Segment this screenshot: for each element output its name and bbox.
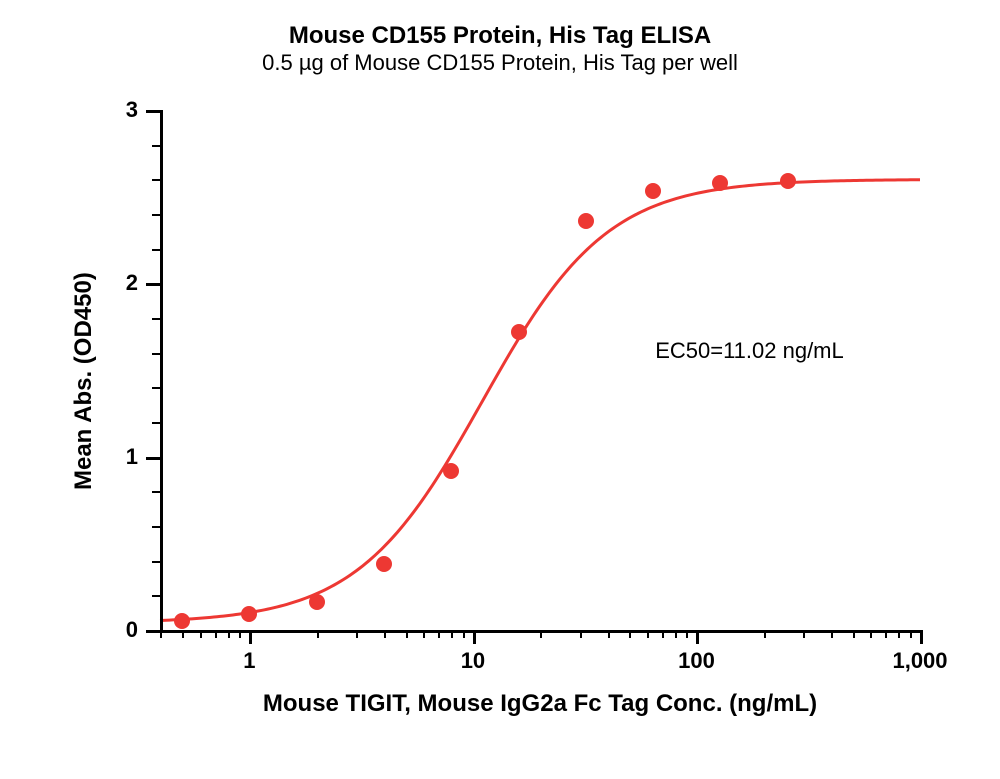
- x-tick-major: [249, 630, 252, 644]
- x-tick-minor: [831, 630, 833, 638]
- x-tick-minor: [764, 630, 766, 638]
- x-tick-minor: [853, 630, 855, 638]
- fit-curve: [160, 110, 920, 630]
- y-tick-major: [146, 630, 160, 633]
- chart-subtitle: 0.5 µg of Mouse CD155 Protein, His Tag p…: [0, 50, 1000, 76]
- y-tick-minor: [152, 595, 160, 597]
- x-tick-minor: [215, 630, 217, 638]
- ec50-annotation: EC50=11.02 ng/mL: [655, 338, 844, 364]
- y-tick-label: 0: [96, 617, 138, 643]
- x-tick-minor: [200, 630, 202, 638]
- chart-title: Mouse CD155 Protein, His Tag ELISA: [0, 22, 1000, 50]
- x-tick-minor: [317, 630, 319, 638]
- y-tick-major: [146, 457, 160, 460]
- x-tick-minor: [647, 630, 649, 638]
- x-tick-minor: [608, 630, 610, 638]
- y-tick-minor: [152, 491, 160, 493]
- data-point: [511, 324, 527, 340]
- x-tick-minor: [686, 630, 688, 638]
- y-tick-minor: [152, 526, 160, 528]
- data-point: [712, 175, 728, 191]
- y-tick-minor: [152, 387, 160, 389]
- plot-area: [160, 110, 920, 630]
- data-point: [241, 606, 257, 622]
- data-point: [376, 556, 392, 572]
- y-tick-major: [146, 110, 160, 113]
- x-tick-minor: [662, 630, 664, 638]
- x-tick-minor: [629, 630, 631, 638]
- x-tick-minor: [356, 630, 358, 638]
- x-tick-minor: [423, 630, 425, 638]
- x-tick-minor: [182, 630, 184, 638]
- data-point: [309, 594, 325, 610]
- y-axis-line: [160, 110, 163, 633]
- x-tick-minor: [870, 630, 872, 638]
- x-tick-minor: [384, 630, 386, 638]
- y-tick-minor: [152, 179, 160, 181]
- y-tick-minor: [152, 422, 160, 424]
- y-tick-label: 2: [96, 270, 138, 296]
- data-point: [443, 463, 459, 479]
- x-tick-minor: [451, 630, 453, 638]
- y-tick-minor: [152, 353, 160, 355]
- x-tick-minor: [406, 630, 408, 638]
- chart-container: Mouse CD155 Protein, His Tag ELISA 0.5 µ…: [0, 0, 1000, 779]
- data-point: [174, 613, 190, 629]
- x-tick-label: 1: [199, 648, 299, 674]
- x-tick-minor: [463, 630, 465, 638]
- x-tick-minor: [540, 630, 542, 638]
- y-tick-minor: [152, 561, 160, 563]
- x-tick-minor: [898, 630, 900, 638]
- x-tick-label: 100: [646, 648, 746, 674]
- x-tick-minor: [160, 630, 162, 638]
- x-tick-label: 10: [423, 648, 523, 674]
- x-axis-label: Mouse TIGIT, Mouse IgG2a Fc Tag Conc. (n…: [160, 690, 920, 718]
- x-tick-minor: [580, 630, 582, 638]
- data-point: [780, 173, 796, 189]
- y-tick-label: 3: [96, 97, 138, 123]
- y-axis-label: Mean Abs. (OD450): [70, 272, 98, 490]
- x-tick-label: 1,000: [870, 648, 970, 674]
- x-tick-minor: [910, 630, 912, 638]
- y-tick-label: 1: [96, 444, 138, 470]
- x-tick-major: [473, 630, 476, 644]
- x-tick-minor: [438, 630, 440, 638]
- y-tick-major: [146, 283, 160, 286]
- y-tick-minor: [152, 214, 160, 216]
- data-point: [578, 213, 594, 229]
- x-tick-minor: [803, 630, 805, 638]
- x-tick-minor: [228, 630, 230, 638]
- data-point: [645, 183, 661, 199]
- y-tick-minor: [152, 145, 160, 147]
- x-tick-minor: [675, 630, 677, 638]
- x-tick-major: [696, 630, 699, 644]
- title-block: Mouse CD155 Protein, His Tag ELISA 0.5 µ…: [0, 22, 1000, 76]
- fit-curve-path: [160, 180, 920, 621]
- x-tick-minor: [239, 630, 241, 638]
- y-tick-minor: [152, 318, 160, 320]
- x-tick-minor: [885, 630, 887, 638]
- x-tick-major: [920, 630, 923, 644]
- y-tick-minor: [152, 249, 160, 251]
